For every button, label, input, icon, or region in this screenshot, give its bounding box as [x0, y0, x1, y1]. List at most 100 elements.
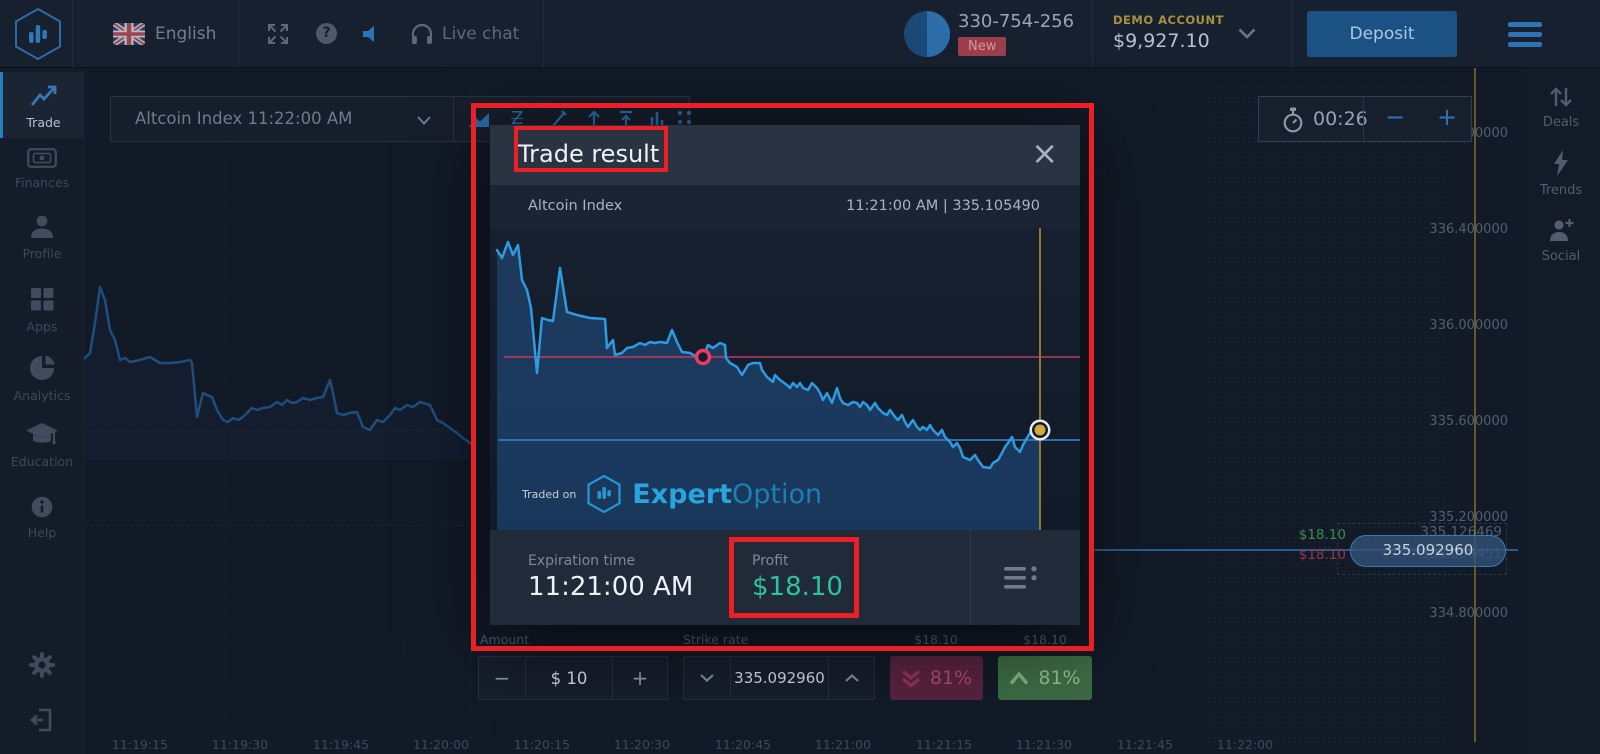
- sidebar-item-label: Profile: [22, 246, 62, 261]
- amount-value[interactable]: $ 10: [525, 657, 612, 699]
- apps-grid-icon: [31, 288, 54, 311]
- grid-vline: [470, 85, 471, 740]
- timer-value: 00:26: [1313, 108, 1368, 130]
- background-price-chart: [83, 285, 473, 460]
- arrow-up-icon[interactable]: [587, 110, 601, 128]
- sidebar-item-trade[interactable]: Trade: [0, 72, 84, 138]
- current-price-line: [1094, 549, 1518, 551]
- sidebar-item-analytics[interactable]: Analytics: [0, 355, 84, 403]
- brand-logo[interactable]: [10, 6, 66, 62]
- new-badge: New: [958, 37, 1007, 56]
- sidebar-item-profile[interactable]: Profile: [0, 215, 84, 261]
- area-chart-icon[interactable]: [469, 112, 489, 127]
- time-axis-label: 11:19:45: [312, 737, 370, 752]
- language-selector[interactable]: English: [155, 24, 217, 44]
- modal-header: Trade result ×: [490, 125, 1080, 185]
- trade-up-button[interactable]: 81%: [998, 656, 1092, 700]
- logout-button[interactable]: [0, 707, 84, 737]
- close-marker-gold-dot: [1034, 424, 1046, 436]
- amount-label: Amount: [480, 632, 530, 647]
- strike-decrease-button[interactable]: [684, 657, 730, 699]
- language-flag-icon[interactable]: [113, 23, 145, 45]
- graduation-cap-icon: [26, 423, 58, 445]
- sidebar-item-finances[interactable]: Finances: [0, 148, 84, 190]
- traded-on-label: Traded on: [522, 487, 577, 501]
- sound-icon[interactable]: [362, 24, 380, 44]
- time-axis-label: 11:20:45: [714, 737, 772, 752]
- payout-down-label: $18.10: [914, 632, 958, 647]
- sidebar-item-help[interactable]: Help: [0, 496, 84, 540]
- deposit-button[interactable]: Deposit: [1307, 11, 1457, 57]
- sidebar-item-trends[interactable]: Trends: [1522, 150, 1600, 198]
- fullscreen-icon[interactable]: [266, 22, 290, 46]
- avatar[interactable]: [904, 11, 950, 57]
- timer-decrease-button[interactable]: −: [1385, 103, 1406, 131]
- time-axis-label: 11:21:15: [915, 737, 973, 752]
- strike-marker: [694, 348, 712, 366]
- strike-range-box: [1337, 523, 1507, 575]
- time-axis-label: 11:20:00: [412, 737, 470, 752]
- timer-increase-button[interactable]: +: [1437, 103, 1458, 131]
- payout-up-marker: $18.10: [1298, 527, 1346, 543]
- profit-value: $18.10: [752, 572, 843, 602]
- sidebar-item-label: Trends: [1539, 183, 1583, 198]
- sidebar-item-deals[interactable]: Deals: [1522, 86, 1600, 130]
- grid-hline: [86, 430, 474, 431]
- zoom-indicator-icon[interactable]: Z: [511, 108, 524, 129]
- asset-selector[interactable]: Altcoin Index 11:22:00 AM: [135, 109, 353, 128]
- person-icon: [31, 215, 53, 238]
- stopwatch-icon: [1283, 107, 1303, 133]
- chevron-up-icon: [1010, 671, 1029, 685]
- pie-chart-icon: [30, 355, 55, 380]
- sidebar-item-label: Education: [10, 454, 74, 469]
- sidebar-item-label: Apps: [26, 319, 58, 334]
- strike-rate-value[interactable]: 335.092960: [730, 657, 828, 699]
- sidebar-item-label: Finances: [14, 175, 70, 190]
- brand-bold: Expert: [632, 478, 733, 510]
- grid-hline: [86, 525, 474, 526]
- amount-decrease-button[interactable]: −: [493, 666, 511, 690]
- deals-list-icon[interactable]: [1004, 565, 1042, 591]
- chevron-down-icon[interactable]: [417, 116, 431, 125]
- menu-icon[interactable]: [1508, 22, 1542, 47]
- account-balance: $9,927.10: [1113, 30, 1210, 52]
- modal-footer: Expiration time 11:21:00 AM Profit $18.1…: [490, 530, 1080, 625]
- strike-rate-stepper: 335.092960: [683, 656, 875, 700]
- sidebar-item-label: Trade: [26, 115, 61, 130]
- info-icon: [31, 496, 53, 518]
- sidebar-item-label: Analytics: [13, 388, 71, 403]
- headset-icon[interactable]: [410, 22, 434, 45]
- hexagon-logo-icon: [15, 7, 61, 61]
- account-switcher[interactable]: DEMO ACCOUNT $9,927.10: [1113, 13, 1224, 52]
- chevron-down-icon: [700, 674, 714, 682]
- trade-down-button[interactable]: 81%: [890, 656, 983, 700]
- bg-chart-area: [85, 287, 473, 460]
- time-axis-label: 11:21:00: [814, 737, 872, 752]
- time-zone-band: [1207, 85, 1447, 745]
- exit-icon: [30, 708, 52, 732]
- time-axis-label: 11:20:30: [613, 737, 671, 752]
- time-axis-label: 11:19:30: [211, 737, 269, 752]
- pencil-icon[interactable]: [551, 110, 567, 128]
- close-icon[interactable]: ×: [1031, 134, 1058, 172]
- account-chevron-icon[interactable]: [1238, 28, 1256, 39]
- add-user-icon: [1549, 219, 1573, 241]
- sidebar-item-social[interactable]: Social: [1522, 218, 1600, 264]
- left-sidebar: Trade Finances Profile Apps: [0, 68, 84, 754]
- help-question-icon[interactable]: ?: [316, 23, 337, 44]
- brand-light: Option: [732, 478, 823, 510]
- settings-button[interactable]: [0, 648, 84, 686]
- lightning-icon: [1554, 150, 1568, 176]
- expiry-timer: 00:26 − +: [1258, 96, 1472, 142]
- grid-icon[interactable]: [677, 110, 693, 126]
- price-axis-label: 336.000000: [1429, 318, 1508, 333]
- live-chat-button[interactable]: Live chat: [442, 24, 520, 44]
- expiration-block: Expiration time 11:21:00 AM: [528, 553, 693, 602]
- result-chart: Traded on ExpertOption: [490, 228, 1080, 530]
- strike-increase-button[interactable]: [828, 657, 874, 699]
- amount-increase-button[interactable]: +: [612, 657, 667, 699]
- sidebar-item-education[interactable]: Education: [0, 422, 84, 469]
- sidebar-item-apps[interactable]: Apps: [0, 286, 84, 334]
- account-type: DEMO ACCOUNT: [1113, 13, 1224, 27]
